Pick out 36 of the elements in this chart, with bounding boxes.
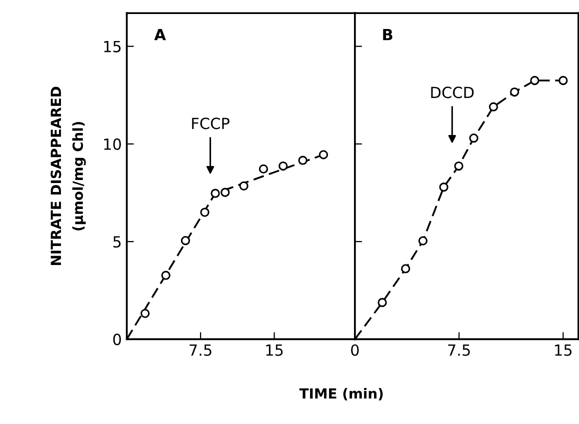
x-tick-label: 7.5 xyxy=(190,344,212,356)
point xyxy=(210,188,220,198)
point xyxy=(180,236,190,246)
x-tick-label: 15 xyxy=(555,344,572,356)
point xyxy=(200,208,210,217)
annotation: FCCP xyxy=(192,118,230,130)
point xyxy=(469,134,478,143)
point xyxy=(510,87,520,97)
x-tick-label: 0 xyxy=(351,344,359,356)
point xyxy=(418,236,428,246)
point xyxy=(258,164,268,174)
x-tick-label: 7.5 xyxy=(448,344,470,356)
point xyxy=(454,161,464,171)
point xyxy=(439,182,448,192)
point xyxy=(278,161,288,171)
point xyxy=(298,156,308,165)
point xyxy=(161,270,170,280)
point xyxy=(558,76,568,86)
point xyxy=(488,102,498,112)
point xyxy=(239,181,248,191)
y-axis-title: NITRATE DISAPPEARED (μmol/mg Chl) xyxy=(50,86,86,265)
y-tick-label: 10 xyxy=(104,138,121,150)
x-tick-label: 15 xyxy=(266,344,283,356)
point xyxy=(530,76,540,86)
x-axis-title: TIME (min) xyxy=(299,388,383,400)
point xyxy=(318,150,328,160)
point xyxy=(140,308,150,318)
y-tick-label: 15 xyxy=(104,41,121,52)
y-tick-label: 5 xyxy=(113,236,121,248)
annotation: DCCD xyxy=(431,86,474,98)
point xyxy=(220,188,230,197)
point xyxy=(378,298,387,308)
y-tick-label: 0 xyxy=(113,334,121,346)
point xyxy=(401,264,410,274)
text: A xyxy=(154,29,166,40)
text: B xyxy=(383,29,392,40)
